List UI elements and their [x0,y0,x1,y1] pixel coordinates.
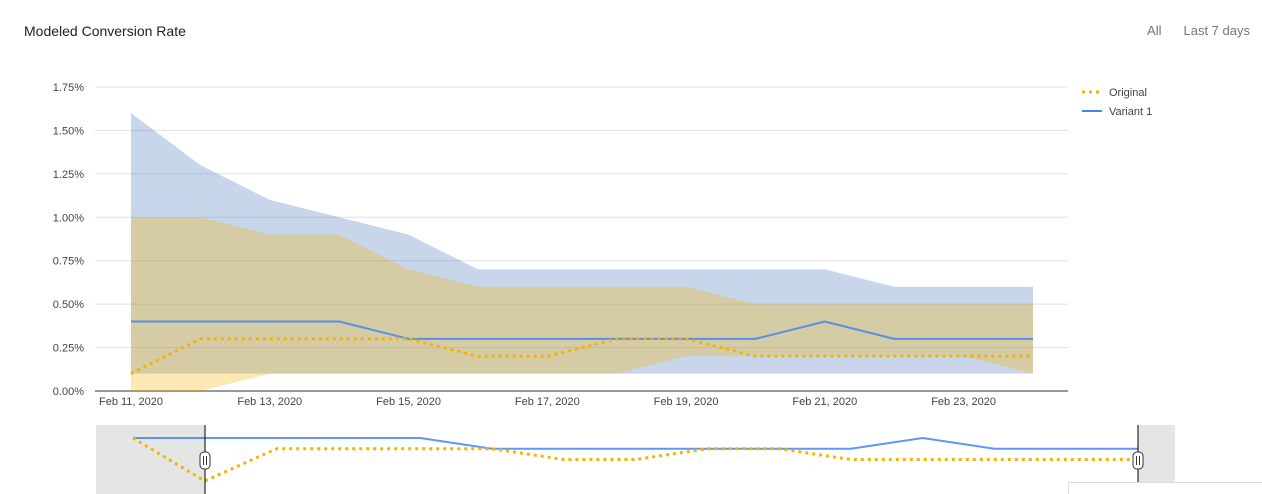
original-point [267,336,273,342]
original-point [128,371,134,377]
variant-1-point [891,336,897,342]
variant-1-point [475,336,481,342]
chart-title: Modeled Conversion Rate [24,23,186,39]
variant-1-point [1030,336,1036,342]
original-point [891,353,897,359]
y-tick-label: 1.00% [53,212,84,224]
variant-1-point [961,336,967,342]
x-tick-label: Feb 15, 2020 [376,396,441,408]
right-range-handle[interactable] [1132,451,1144,470]
variant-1-point [406,336,412,342]
variant-1-point [128,319,134,325]
original-point [544,353,550,359]
legend-variant-1-label: Variant 1 [1109,106,1152,118]
original-point [336,336,342,342]
y-tick-label: 1.25% [53,169,84,181]
x-tick-label: Feb 17, 2020 [515,396,580,408]
variant-1-point [267,319,273,325]
y-tick-label: 1.75% [53,82,84,94]
navigator-left-shade [96,425,205,494]
conversion-rate-chart: 0.00% 0.25% 0.50% 0.75% 1.00% 1.25% 1.50% 1.75%… [53,82,1152,408]
original-confidence-band [131,217,1033,391]
variant-1-point [614,336,620,342]
legend-original-label: Original [1109,87,1147,99]
original-point [752,353,758,359]
variant-1-point [544,336,550,342]
variant-1-point [683,336,689,342]
original-point [197,336,203,342]
x-tick-label: Feb 21, 2020 [792,396,857,408]
y-tick-label: 0.75% [53,256,84,268]
original-point [961,353,967,359]
variant-1-point [197,319,203,325]
range-selector: All Last 7 days [1147,23,1250,38]
original-point [822,353,828,359]
variant-1-point [336,319,342,325]
original-point [475,353,481,359]
x-tick-label: Feb 13, 2020 [237,396,302,408]
y-tick-label: 0.50% [53,299,84,311]
variant-1-point [822,319,828,325]
range-all-link[interactable]: All [1147,23,1162,38]
y-tick-label: 0.00% [53,386,84,398]
y-tick-label: 1.50% [53,125,84,137]
navigator-variant-line [133,436,1138,450]
variant-1-line [131,320,1033,340]
x-tick-label: Feb 23, 2020 [931,396,996,408]
left-range-handle[interactable] [199,451,211,470]
variant-1-point [752,336,758,342]
original-line [130,337,1033,375]
navigator-original-line [132,436,1138,483]
x-tick-label: Feb 19, 2020 [654,396,719,408]
range-last-7-days-link[interactable]: Last 7 days [1183,23,1251,38]
x-tick-label: Feb 11, 2020 [99,396,163,408]
variant-1-confidence-band [131,113,1033,374]
corner-panel [1068,482,1262,494]
original-point [1030,353,1036,359]
y-tick-label: 0.25% [53,343,84,355]
